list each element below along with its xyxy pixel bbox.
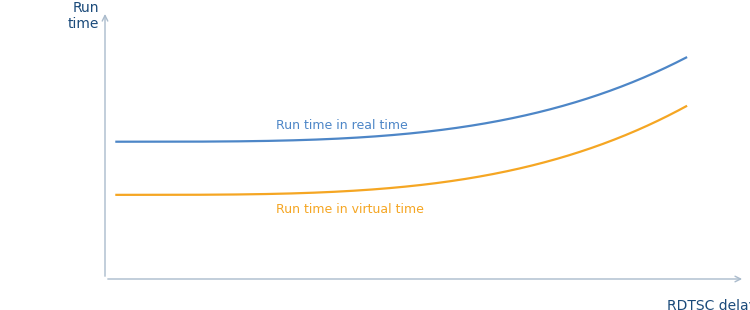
Text: Run
time: Run time: [68, 1, 99, 31]
Text: Run time in virtual time: Run time in virtual time: [276, 203, 424, 216]
Text: Run time in real time: Run time in real time: [276, 119, 408, 132]
Text: RDTSC delay: RDTSC delay: [667, 299, 750, 310]
